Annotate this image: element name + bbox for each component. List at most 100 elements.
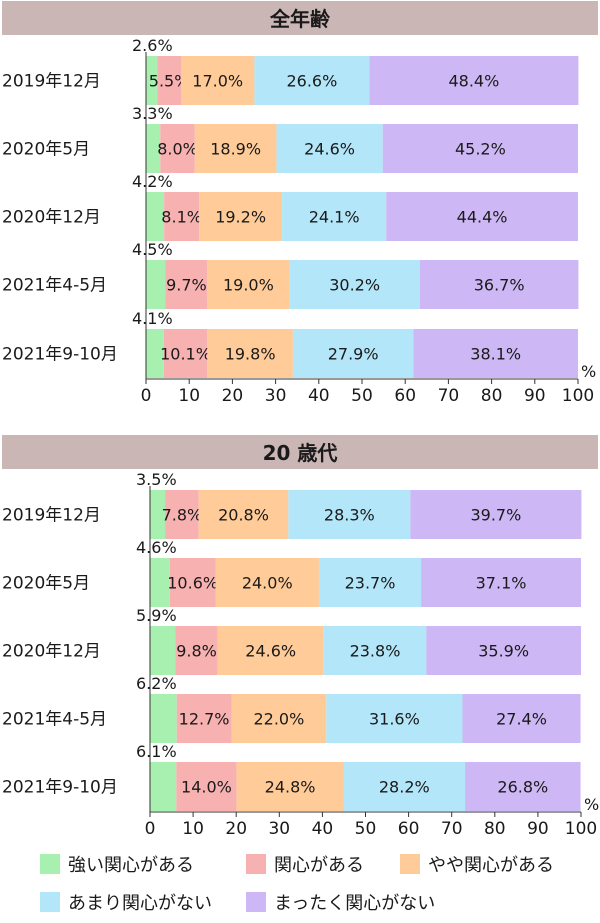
x-tick-label: 90 <box>527 819 549 839</box>
data-label: 24.0% <box>242 574 293 593</box>
bar-segment <box>146 329 164 378</box>
legend-label: 強い関心がある <box>68 855 194 876</box>
bar-segment <box>176 694 232 743</box>
bar-segment <box>369 56 579 105</box>
legend-item: 関心がある <box>246 854 364 876</box>
legend-label: あまり関心がない <box>68 893 212 914</box>
data-label: 19.2% <box>215 208 266 227</box>
bar-segment <box>150 626 176 675</box>
category-label: 2020年12月 <box>2 642 101 662</box>
data-label: 48.4% <box>448 72 499 91</box>
data-label: 10.1% <box>160 345 211 364</box>
data-label: 4.1% <box>132 309 173 328</box>
bar-segment <box>146 56 158 105</box>
data-label: 19.0% <box>223 276 274 295</box>
x-tick-label: 50 <box>355 819 377 839</box>
category-label: 2021年4-5月 <box>2 710 107 730</box>
x-tick-label: 80 <box>481 386 503 406</box>
category-label: 2021年9-10月 <box>2 345 118 365</box>
data-label: 8.1% <box>161 208 202 227</box>
data-label: 5.5% <box>149 72 190 91</box>
bar-segment <box>163 329 208 378</box>
bar-segment <box>382 124 578 173</box>
bar-segment <box>465 762 581 811</box>
bar-row: 2020年12月 5.9% 9.8% 24.6% 23.8% 35.9% <box>2 606 581 675</box>
data-label: 38.1% <box>470 345 521 364</box>
data-label: 36.7% <box>474 276 525 295</box>
data-label: 3.3% <box>132 104 173 123</box>
data-label: 6.1% <box>136 742 177 761</box>
x-tick-label: 70 <box>438 386 460 406</box>
bar-segment <box>160 124 195 173</box>
data-label: 35.9% <box>478 642 529 661</box>
x-tick-label: 20 <box>225 819 247 839</box>
bar-segment <box>199 192 283 241</box>
legend-item: 強い関心がある <box>40 854 194 876</box>
bar-segment <box>207 260 290 309</box>
data-label: 26.8% <box>497 778 548 797</box>
category-label: 2021年9-10月 <box>2 778 118 798</box>
data-label: 45.2% <box>455 140 506 159</box>
bar-segment <box>180 56 255 105</box>
bar-segment <box>150 694 177 743</box>
data-label: 39.7% <box>470 506 521 525</box>
legend-swatch <box>400 854 420 874</box>
data-label: 17.0% <box>192 72 243 91</box>
bar-segment <box>146 192 165 241</box>
bar-segment <box>323 626 427 675</box>
category-label: 2020年5月 <box>2 140 90 160</box>
data-label: 4.6% <box>136 538 177 557</box>
bar-segment <box>318 558 422 607</box>
legend-swatch <box>246 854 266 874</box>
x-tick-label: 50 <box>351 386 373 406</box>
legend-item: まったく関心がない <box>246 892 435 914</box>
data-label: 37.1% <box>476 574 527 593</box>
data-label: 7.8% <box>162 506 203 525</box>
x-tick-label: 0 <box>141 386 152 406</box>
data-label: 19.8% <box>225 345 276 364</box>
bar-segment <box>276 124 383 173</box>
panel-title: 全年齢 <box>269 7 331 31</box>
bar-row: 2020年5月 4.6% 10.6% 24.0% 23.7% 37.1% <box>2 538 581 607</box>
data-label: 2.6% <box>132 36 173 55</box>
data-label: 44.4% <box>457 208 508 227</box>
bar-segment <box>386 192 578 241</box>
bar-row: 2021年9-10月 4.1% 10.1% 19.8% 27.9% 38.1% <box>2 309 578 378</box>
bar-segment <box>198 490 289 539</box>
x-tick-label: 0 <box>145 819 156 839</box>
bar-segment <box>343 762 466 811</box>
bar-segment <box>236 762 344 811</box>
bar-segment <box>165 260 208 309</box>
data-label: 5.9% <box>136 606 177 625</box>
bar-segment <box>150 490 166 539</box>
x-tick-label: 100 <box>562 386 594 406</box>
data-label: 31.6% <box>369 710 420 729</box>
x-tick-label: 20 <box>222 386 244 406</box>
bar-segment <box>175 626 218 675</box>
data-label: 6.2% <box>136 674 177 693</box>
bar-row: 2019年12月 2.6% 5.5% 17.0% 26.6% 48.4% <box>2 36 579 105</box>
data-label: 18.9% <box>210 140 261 159</box>
bar-row: 2021年4-5月 4.5% 9.7% 19.0% 30.2% 36.7% <box>2 240 579 309</box>
bar-segment <box>150 762 177 811</box>
bar-segment <box>289 260 420 309</box>
category-label: 2019年12月 <box>2 72 101 92</box>
bar-segment <box>254 56 370 105</box>
bar-segment <box>419 260 579 309</box>
chart-panel-1: 全年齢 2019年12月 2.6% 5.5% 17.0% 26.6% 48.4% 2020年5… <box>2 1 598 406</box>
bar-segment <box>282 192 387 241</box>
data-label: 28.2% <box>379 778 430 797</box>
data-label: 30.2% <box>329 276 380 295</box>
bar-segment <box>410 490 582 539</box>
panel-header-bar <box>2 1 598 35</box>
x-tick-label: 10 <box>182 819 204 839</box>
legend-label: まったく関心がない <box>274 893 435 914</box>
data-label: 3.5% <box>136 470 177 489</box>
bar-segment <box>150 558 170 607</box>
bar-segment <box>164 192 200 241</box>
x-tick-label: 40 <box>312 819 334 839</box>
data-label: 9.7% <box>166 276 207 295</box>
bar-row: 2021年4-5月 6.2%12.7% 22.0% 31.6% 27.4% <box>2 674 581 743</box>
panel-title: 20 歳代 <box>263 441 338 465</box>
